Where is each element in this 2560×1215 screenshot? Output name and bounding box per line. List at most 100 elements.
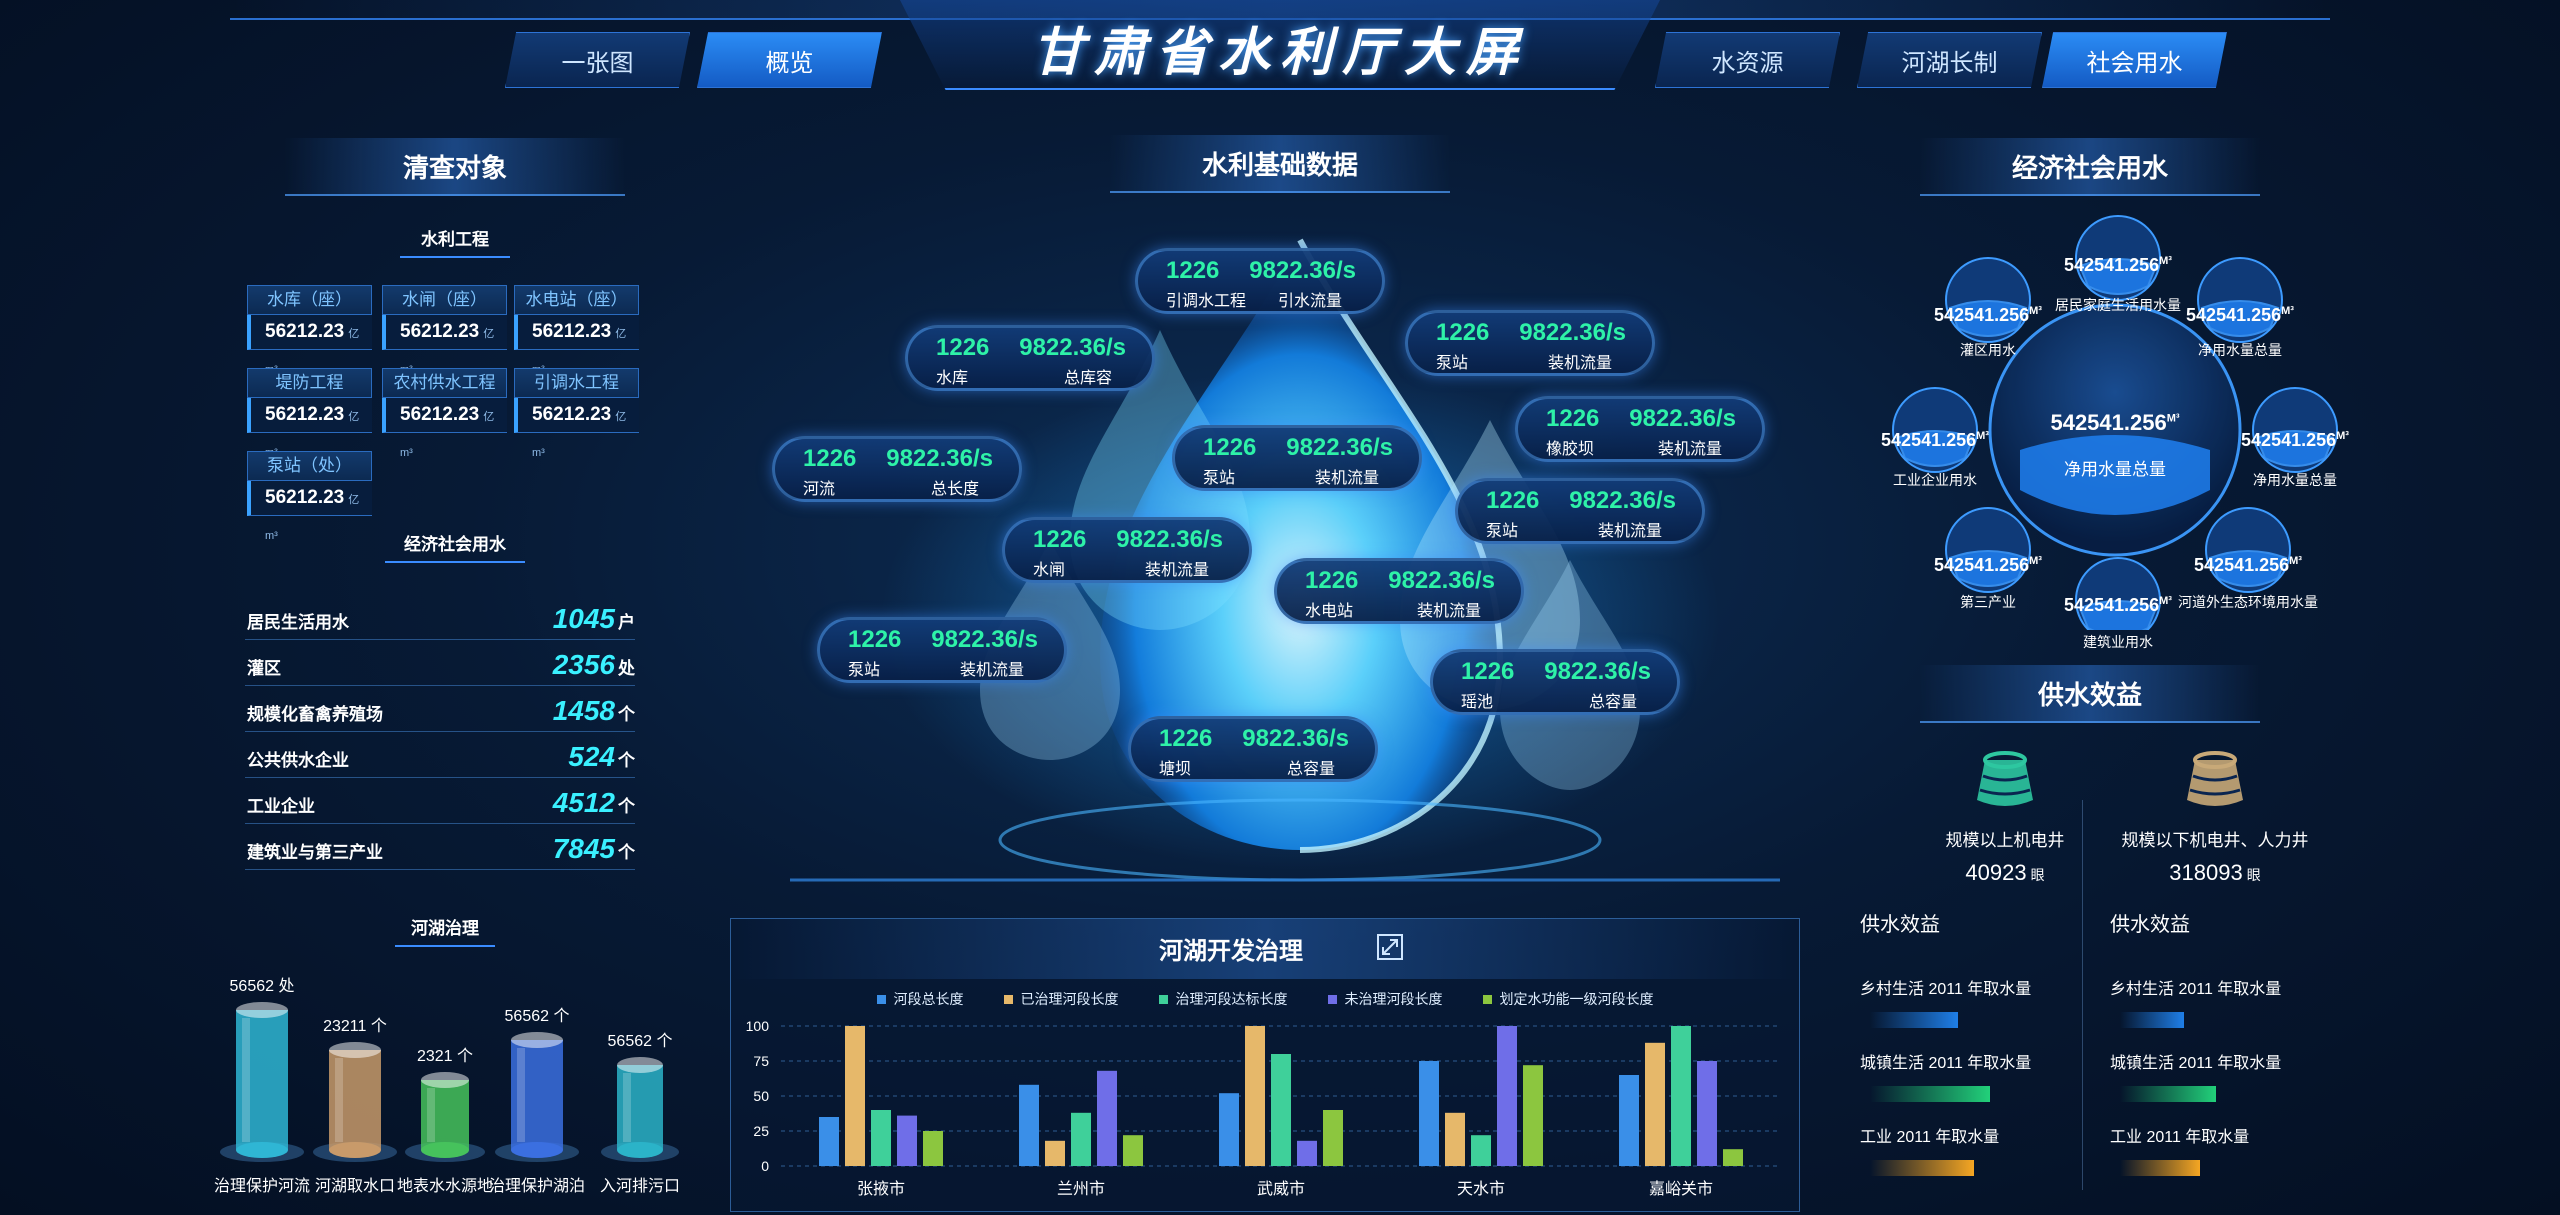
legend-item[interactable]: 河段总长度	[876, 989, 964, 1009]
orb-unit: M³	[2159, 255, 2172, 267]
orb-value: 542541.256	[2241, 430, 2337, 450]
stat-value: 2356	[552, 649, 615, 680]
basic-data-pill[interactable]: 1226 9822.36/s 水库 总库容	[905, 325, 1155, 391]
water-project-card[interactable]: 泵站（处） 56212.23 亿m³	[247, 451, 372, 542]
left-panel-title: 清查对象	[285, 138, 625, 196]
bar[interactable]	[1123, 1135, 1143, 1166]
bar[interactable]	[1619, 1075, 1639, 1166]
pill-metric: 装机流量	[1144, 562, 1209, 579]
legend-item[interactable]: 划定水功能一级河段长度	[1482, 989, 1654, 1009]
basic-data-pill[interactable]: 1226 9822.36/s 河流 总长度	[772, 436, 1022, 502]
pill-metric: 总容量	[1286, 761, 1335, 778]
cylinder-graphic	[601, 1057, 679, 1162]
benefit-bar-fill	[2120, 1160, 2200, 1176]
stat-value: 7845	[552, 833, 615, 864]
bar[interactable]	[1523, 1065, 1543, 1166]
legend-item[interactable]: 已治理河段长度	[1003, 989, 1119, 1009]
benefit-bar-track	[2120, 1012, 2280, 1028]
basic-data-pill[interactable]: 1226 9822.36/s 塘坝 总容量	[1128, 716, 1378, 782]
bar[interactable]	[1045, 1140, 1065, 1166]
nav-tab-overview[interactable]: 概览	[697, 32, 882, 88]
basic-data-pill[interactable]: 1226 9822.36/s 泵站 装机流量	[1455, 478, 1705, 544]
pill-count: 1226	[1486, 487, 1540, 514]
bar[interactable]	[1723, 1149, 1743, 1166]
bar[interactable]	[1471, 1135, 1491, 1166]
basic-data-pill[interactable]: 1226 9822.36/s 橡胶坝 装机流量	[1515, 396, 1765, 462]
bar[interactable]	[1445, 1112, 1465, 1166]
basic-data-pill[interactable]: 1226 9822.36/s 水闸 装机流量	[1002, 517, 1252, 583]
bar[interactable]	[1245, 1026, 1265, 1166]
bar[interactable]	[845, 1026, 865, 1166]
basic-data-pill[interactable]: 1226 9822.36/s 泵站 装机流量	[817, 617, 1067, 683]
bar[interactable]	[923, 1131, 943, 1166]
basic-data-pill[interactable]: 1226 9822.36/s 泵站 装机流量	[1405, 310, 1655, 376]
stat-row: 工业企业 4512 个	[245, 781, 635, 824]
bar[interactable]	[897, 1115, 917, 1166]
pill-label: 水库	[936, 370, 969, 387]
card-label: 水库（座）	[247, 285, 372, 315]
stat-value: 4512	[552, 787, 615, 818]
river-development-chart-panel: 河湖开发治理 河段总长度 已治理河段长度 治理河段达标长度 未治理河段长度 划定水功能一…	[730, 918, 1800, 1212]
water-project-card[interactable]: 农村供水工程 56212.23 亿m³	[382, 368, 507, 459]
pill-metric: 装机流量	[1547, 355, 1612, 372]
basic-data-pill[interactable]: 1226 9822.36/s 水电站 装机流量	[1274, 558, 1524, 624]
pill-count: 1226	[848, 626, 902, 653]
title-plate	[900, 0, 1660, 90]
well-value-group: 40923 眼	[1890, 860, 2120, 886]
bar[interactable]	[1645, 1042, 1665, 1166]
orb-water	[2208, 550, 2288, 587]
bar[interactable]	[1419, 1061, 1439, 1166]
bar[interactable]	[1697, 1061, 1717, 1166]
legend-item[interactable]: 治理河段达标长度	[1158, 989, 1288, 1009]
nav-tab-water-resources[interactable]: 水资源	[1655, 32, 1840, 88]
pill-label: 河流	[803, 481, 836, 498]
basic-data-pill[interactable]: 1226 9822.36/s 引调水工程 引水流量	[1135, 248, 1385, 314]
bar[interactable]	[1097, 1070, 1117, 1166]
pill-count: 1226	[1546, 405, 1600, 432]
water-project-card[interactable]: 引调水工程 56212.23 亿m³	[514, 368, 639, 459]
stat-label: 工业企业	[247, 797, 315, 816]
nav-tab-river-chief[interactable]: 河湖长制	[1857, 32, 2042, 88]
pill-label: 泵站	[1436, 355, 1469, 372]
y-tick-label: 50	[753, 1088, 769, 1104]
basic-data-pill[interactable]: 1226 9822.36/s 瑶池 总容量	[1430, 649, 1680, 715]
well-unit: 眼	[2030, 867, 2045, 883]
bar[interactable]	[871, 1110, 891, 1166]
bar[interactable]	[1671, 1026, 1691, 1166]
card-label: 水闸（座）	[382, 285, 507, 315]
cylinder-graphic	[405, 1072, 485, 1162]
stat-label: 居民生活用水	[247, 613, 349, 632]
x-tick-label: 嘉峪关市	[1649, 1180, 1713, 1198]
legend-item[interactable]: 未治理河段长度	[1327, 989, 1443, 1009]
y-tick-label: 75	[753, 1053, 769, 1069]
basic-data-pill[interactable]: 1226 9822.36/s 泵站 装机流量	[1172, 425, 1422, 491]
benefit-label: 乡村生活 2011 年取水量	[2110, 981, 2282, 998]
pill-metric: 装机流量	[1597, 523, 1662, 540]
orb-unit: M³	[1976, 430, 1989, 442]
bar[interactable]	[1297, 1140, 1317, 1166]
bar[interactable]	[1219, 1093, 1239, 1166]
bar[interactable]	[1323, 1110, 1343, 1166]
nav-tab-social-water[interactable]: 社会用水	[2042, 32, 2227, 88]
orb-value-group: 542541.256M³	[1908, 305, 2068, 326]
pill-metric: 总库容	[1063, 370, 1112, 387]
expand-icon[interactable]	[1377, 934, 1403, 960]
bar[interactable]	[1019, 1084, 1039, 1166]
bar[interactable]	[1497, 1026, 1517, 1166]
section-title-water-projects: 水利工程	[400, 225, 510, 258]
cylinder-value: 56562 处	[229, 978, 295, 995]
bar[interactable]	[819, 1117, 839, 1166]
orb-value-group: 542541.256M³	[1908, 555, 2068, 576]
nav-tab-map[interactable]: 一张图	[505, 32, 690, 88]
bar[interactable]	[1071, 1112, 1091, 1166]
orb-water	[2078, 258, 2158, 295]
bar[interactable]	[1271, 1054, 1291, 1166]
benefit-bar-track	[1870, 1012, 2030, 1028]
right-panel-title: 经济社会用水	[1920, 138, 2260, 196]
legend-swatch	[1327, 994, 1337, 1004]
